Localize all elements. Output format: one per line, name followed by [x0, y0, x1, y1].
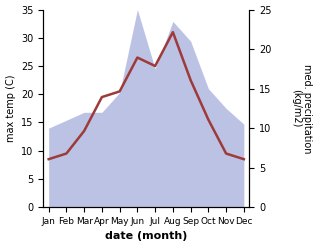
X-axis label: date (month): date (month) [105, 231, 187, 242]
Y-axis label: med. precipitation
(kg/m2): med. precipitation (kg/m2) [291, 64, 313, 153]
Y-axis label: max temp (C): max temp (C) [5, 75, 16, 142]
